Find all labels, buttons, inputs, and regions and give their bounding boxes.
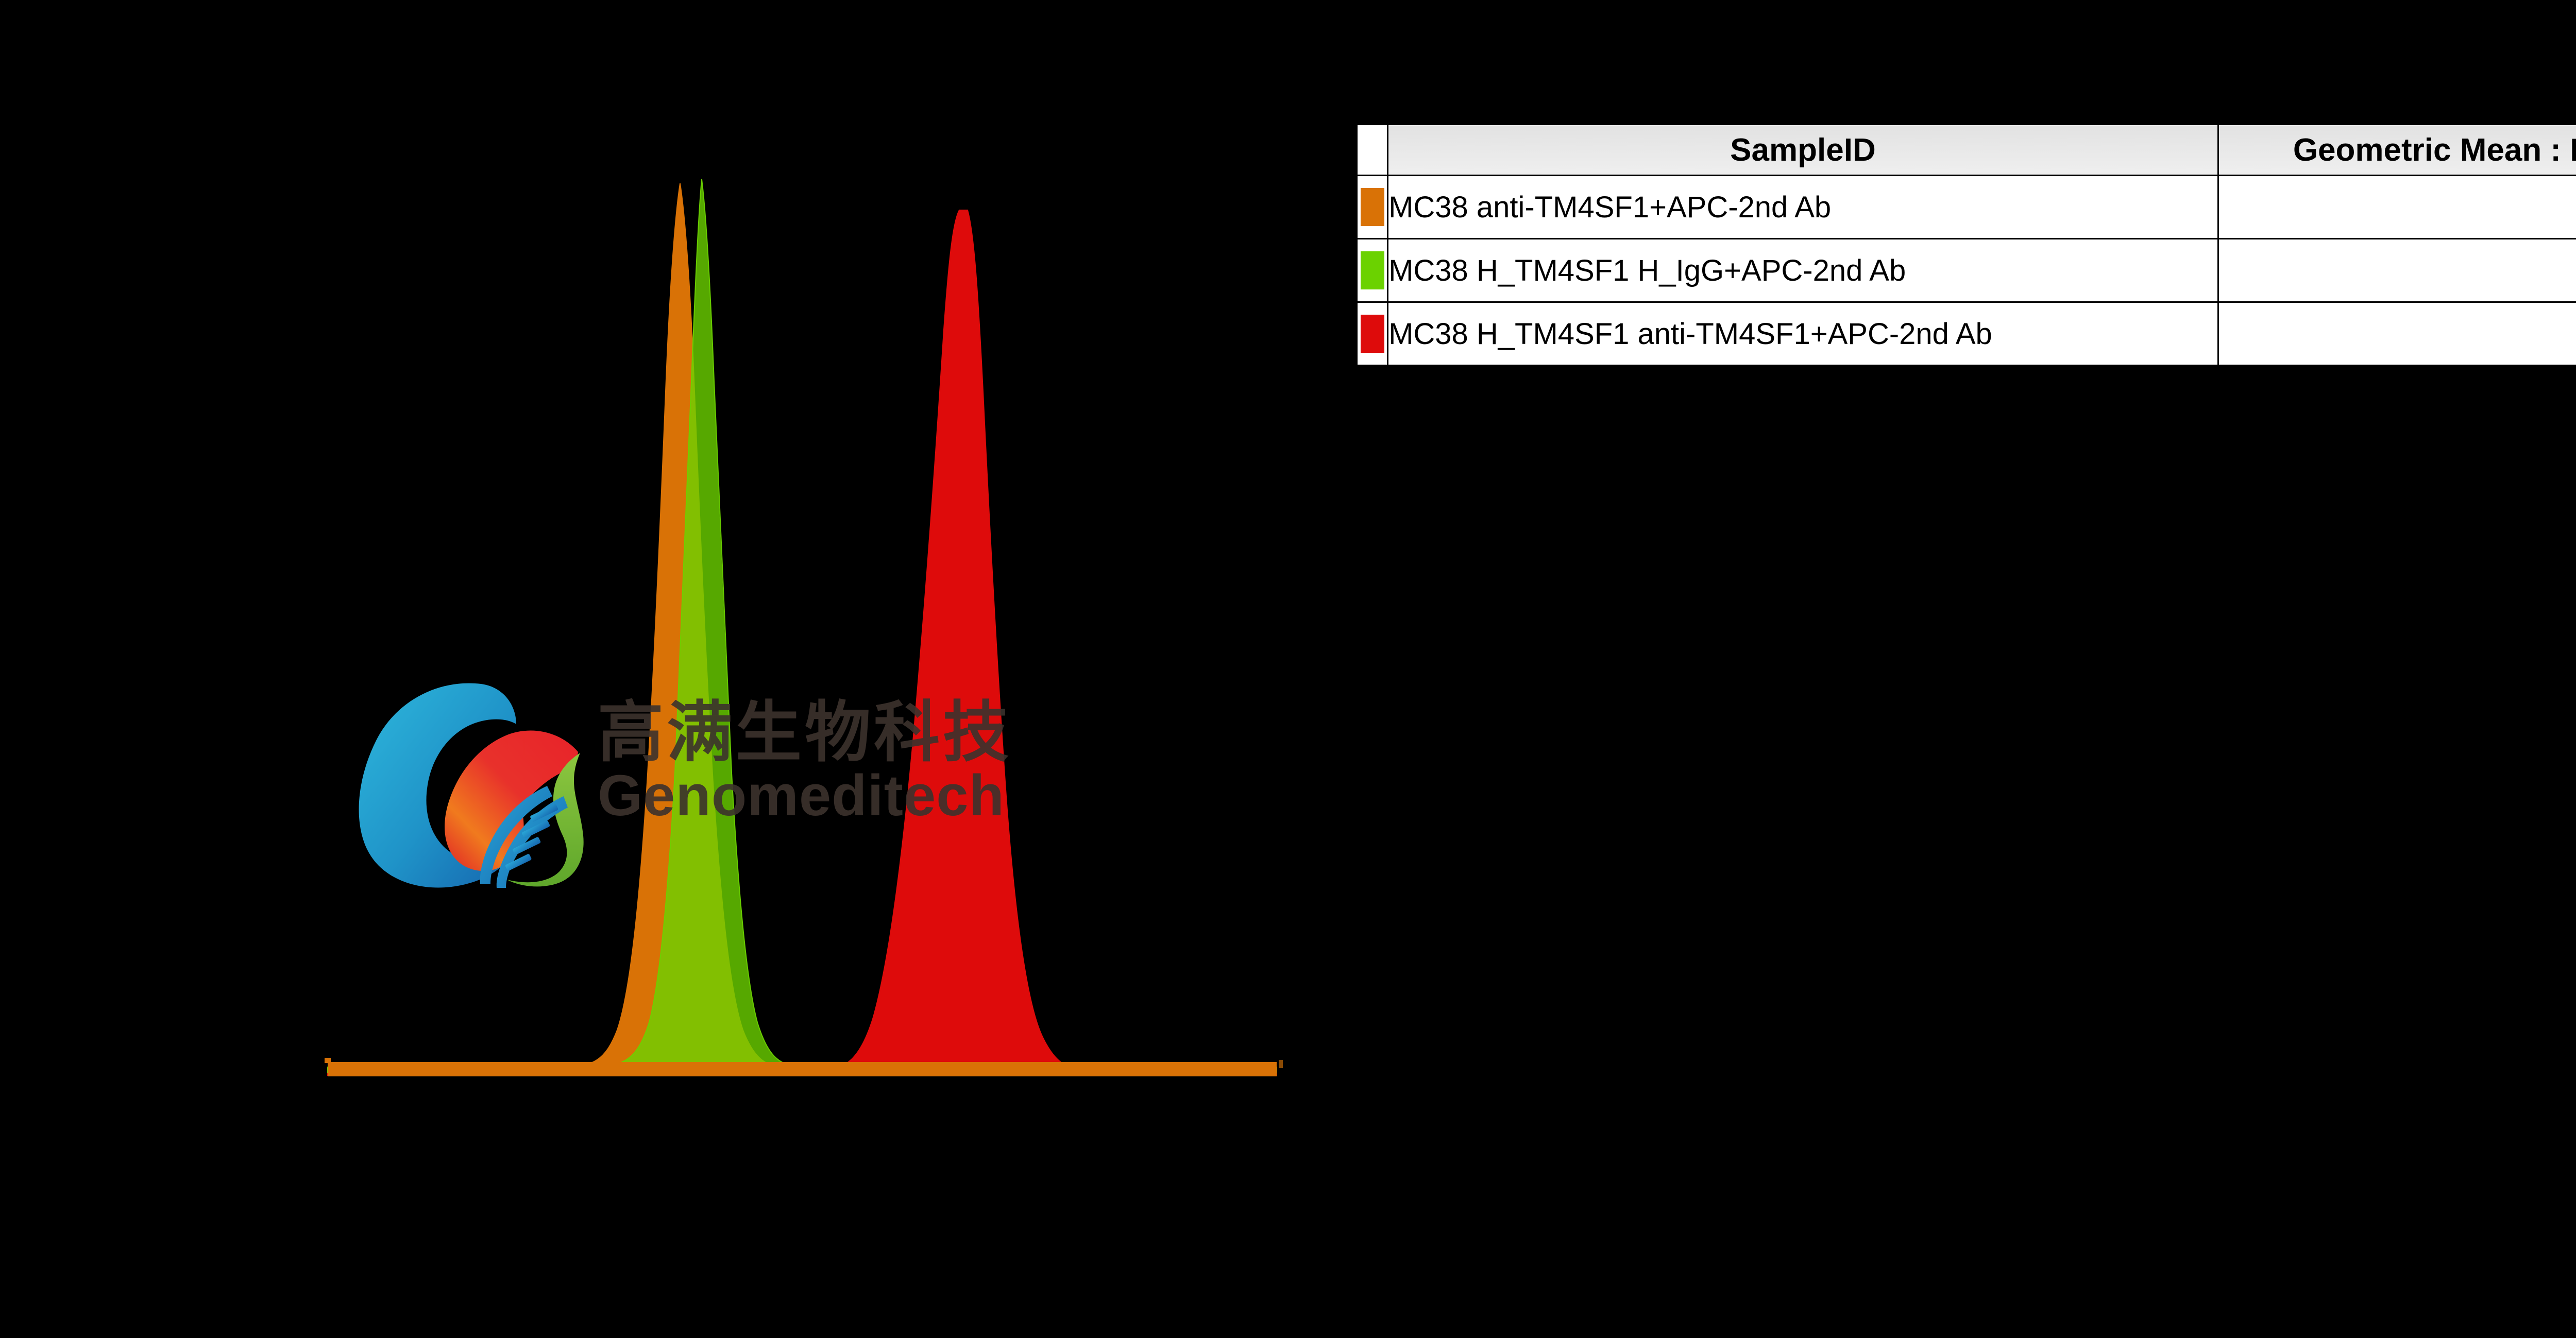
- row-geometric-mean-value: 211660: [2217, 301, 2576, 366]
- row-geometric-mean-value: 994: [2217, 175, 2576, 239]
- legend-statistics-table: SampleID Geometric Mean : FL11-H MC38 an…: [1355, 124, 2576, 366]
- table-row[interactable]: MC38 H_TM4SF1 H_IgG+APC-2nd Ab 1514: [1355, 238, 2576, 303]
- row-sample-label: MC38 anti-TM4SF1+APC-2nd Ab: [1387, 175, 2219, 239]
- table-row[interactable]: MC38 H_TM4SF1 anti-TM4SF1+APC-2nd Ab 211…: [1355, 301, 2576, 366]
- series-red-curve: [327, 210, 1277, 1076]
- row-sample-label: MC38 H_TM4SF1 H_IgG+APC-2nd Ab: [1387, 238, 2219, 303]
- row-sample-label: MC38 H_TM4SF1 anti-TM4SF1+APC-2nd Ab: [1387, 301, 2219, 366]
- baseline-axis: [328, 1062, 1277, 1076]
- header-swatch-blank: [1355, 124, 1389, 176]
- color-swatch-green: [1360, 251, 1384, 289]
- header-sampleid: SampleID: [1387, 124, 2219, 176]
- row-color-swatch-cell: [1355, 175, 1389, 239]
- series-green-curve: [327, 179, 1277, 1073]
- axis-right-tick: [1279, 1060, 1283, 1068]
- histogram-svg: [325, 179, 1283, 1076]
- color-swatch-orange: [1360, 188, 1384, 226]
- row-color-swatch-cell: [1355, 301, 1389, 366]
- row-color-swatch-cell: [1355, 238, 1389, 303]
- series-orange-curve: [327, 183, 1277, 1074]
- color-swatch-red: [1360, 315, 1384, 353]
- table-row[interactable]: MC38 anti-TM4SF1+APC-2nd Ab 994: [1355, 175, 2576, 239]
- axis-left-tick: [325, 1058, 331, 1063]
- table-header-row: SampleID Geometric Mean : FL11-H: [1355, 124, 2576, 176]
- row-geometric-mean-value: 1514: [2217, 238, 2576, 303]
- histogram-plot: [325, 179, 1283, 1076]
- header-geometric-mean: Geometric Mean : FL11-H: [2217, 124, 2576, 176]
